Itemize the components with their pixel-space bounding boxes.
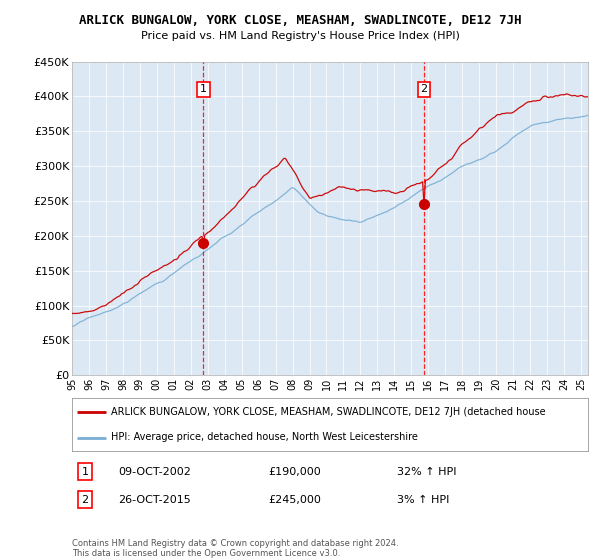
Text: 2: 2 — [421, 85, 428, 95]
Text: HPI: Average price, detached house, North West Leicestershire: HPI: Average price, detached house, Nort… — [110, 432, 418, 442]
Text: 3% ↑ HPI: 3% ↑ HPI — [397, 495, 449, 505]
Text: £245,000: £245,000 — [268, 495, 321, 505]
Text: Price paid vs. HM Land Registry's House Price Index (HPI): Price paid vs. HM Land Registry's House … — [140, 31, 460, 41]
Text: 09-OCT-2002: 09-OCT-2002 — [118, 467, 191, 477]
Text: 26-OCT-2015: 26-OCT-2015 — [118, 495, 191, 505]
Text: 1: 1 — [200, 85, 207, 95]
Text: 2: 2 — [82, 495, 88, 505]
Text: £190,000: £190,000 — [268, 467, 321, 477]
Text: ARLICK BUNGALOW, YORK CLOSE, MEASHAM, SWADLINCOTE, DE12 7JH: ARLICK BUNGALOW, YORK CLOSE, MEASHAM, SW… — [79, 14, 521, 27]
Text: 32% ↑ HPI: 32% ↑ HPI — [397, 467, 457, 477]
Text: ARLICK BUNGALOW, YORK CLOSE, MEASHAM, SWADLINCOTE, DE12 7JH (detached house: ARLICK BUNGALOW, YORK CLOSE, MEASHAM, SW… — [110, 408, 545, 418]
Text: Contains HM Land Registry data © Crown copyright and database right 2024.
This d: Contains HM Land Registry data © Crown c… — [72, 539, 398, 558]
Text: 1: 1 — [82, 467, 88, 477]
